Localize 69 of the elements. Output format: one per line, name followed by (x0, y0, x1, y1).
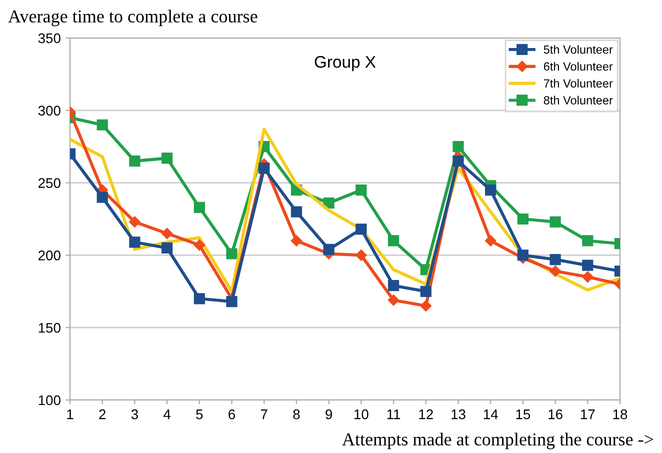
point (452, 156, 464, 167)
x-tick-label: 9 (326, 409, 332, 420)
point (129, 156, 140, 167)
point (258, 162, 270, 174)
point (550, 266, 561, 277)
point (356, 250, 367, 261)
point (420, 286, 432, 297)
text: Group X (314, 56, 376, 72)
y-tick-label: 350 (38, 33, 60, 44)
y-tick-label: 250 (38, 178, 60, 188)
point (161, 228, 173, 240)
point (194, 239, 206, 251)
x-tick-label: 7 (260, 410, 268, 420)
x-tick-label: 17 (580, 410, 595, 420)
point (129, 236, 140, 248)
point (582, 235, 594, 246)
point (129, 216, 140, 228)
point (162, 152, 173, 164)
point (582, 271, 594, 283)
point (485, 184, 496, 196)
point (388, 235, 400, 246)
x-tick-label: 1 (67, 410, 74, 420)
legend-label: 7th Volunteer (544, 78, 613, 88)
point (452, 141, 464, 152)
point (550, 216, 561, 228)
x-tick-label: 5 (196, 410, 203, 420)
point (323, 198, 334, 209)
y-tick-label: 100 (38, 395, 60, 406)
x-tick-label: 6 (228, 409, 236, 420)
x-tick-label: 13 (452, 409, 466, 420)
point (194, 293, 205, 304)
point (290, 206, 302, 218)
point (388, 280, 400, 292)
x-tick-label: 18 (613, 409, 628, 420)
point (162, 242, 173, 254)
point (388, 294, 400, 306)
point (517, 213, 528, 225)
point (517, 250, 528, 261)
point (356, 184, 367, 196)
y-tick-label: 150 (38, 322, 60, 333)
x-tick-label: 10 (354, 409, 368, 420)
x-tick-label: 8 (293, 409, 300, 420)
x-tick-label: 2 (99, 409, 106, 420)
x-tick-label: 15 (516, 410, 530, 420)
legend-label: 5th Volunteer (544, 45, 613, 54)
x-tick-label: 16 (548, 409, 562, 420)
y-tick-label: 200 (38, 250, 60, 260)
point (582, 260, 594, 271)
x-tick-label: 11 (387, 410, 400, 420)
point (194, 202, 205, 213)
x-axis-title: Attempts made at completing the course -> (342, 432, 654, 450)
point (420, 300, 432, 312)
point (226, 296, 238, 308)
legend-label: 6th Volunteer (544, 62, 613, 71)
y-tick-label: 300 (38, 106, 60, 116)
point (96, 119, 108, 130)
point (484, 235, 496, 246)
point (290, 235, 302, 246)
x-tick-label: 14 (484, 410, 498, 420)
x-tick-label: 3 (131, 409, 138, 420)
point (356, 224, 367, 235)
point (96, 192, 108, 203)
y-axis-title: Average time to complete a course (8, 10, 258, 26)
point (550, 254, 561, 266)
point (323, 244, 334, 255)
point (226, 248, 238, 260)
legend-label: 8th Volunteer (544, 96, 613, 104)
x-tick-label: 4 (164, 410, 171, 420)
x-tick-label: 12 (419, 409, 433, 420)
